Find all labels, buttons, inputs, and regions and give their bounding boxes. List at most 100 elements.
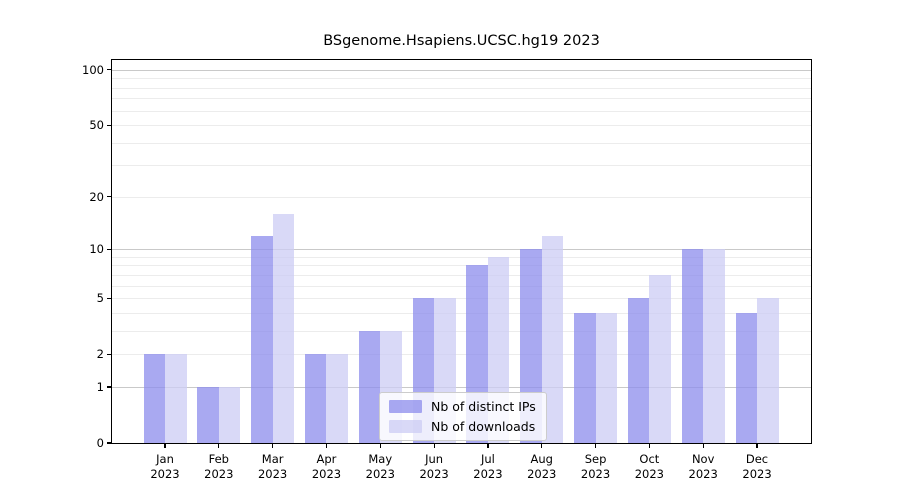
y-tick-label-2: 2 xyxy=(96,347,104,362)
gridline-major-1 xyxy=(112,386,811,388)
bar-distinct-ips-feb xyxy=(197,386,219,443)
bar-downloads-jan xyxy=(165,354,187,443)
y-tick-label-20: 20 xyxy=(89,189,104,204)
y-tick-mark-2 xyxy=(107,353,111,355)
x-tick-year-nov: 2023 xyxy=(688,467,718,481)
bar-distinct-ips-apr xyxy=(304,354,327,443)
x-tick-mark-jan xyxy=(164,444,166,448)
bar-downloads-aug xyxy=(541,235,564,443)
gridline-minor-5 xyxy=(112,298,811,300)
gridline-major-10 xyxy=(112,249,811,251)
grid-layer xyxy=(112,60,811,443)
x-tick-mark-may xyxy=(379,444,381,448)
y-tick-mark-50 xyxy=(107,124,111,126)
x-tick-month-sep: Sep xyxy=(584,452,607,466)
legend-label-downloads: Nb of downloads xyxy=(431,419,536,434)
x-tick-month-nov: Nov xyxy=(691,452,715,466)
x-tick-year-may: 2023 xyxy=(365,467,395,481)
gridline-minor-20 xyxy=(112,196,811,198)
x-tick-year-feb: 2023 xyxy=(204,467,234,481)
y-tick-mark-5 xyxy=(107,297,111,299)
bar-downloads-feb xyxy=(218,386,241,443)
gridline-minor-7 xyxy=(112,274,811,276)
x-tick-mark-mar xyxy=(272,444,274,448)
bar-distinct-ips-oct xyxy=(627,298,650,443)
bar-downloads-dec xyxy=(757,298,779,443)
x-tick-year-jul: 2023 xyxy=(473,467,503,481)
x-tick-label-aug: Aug 2023 xyxy=(512,452,572,482)
gridline-minor-6 xyxy=(112,285,811,287)
y-tick-label-1: 1 xyxy=(96,379,104,394)
x-tick-month-aug: Aug xyxy=(530,452,553,466)
bar-downloads-nov xyxy=(703,249,725,443)
gridline-minor-3 xyxy=(112,330,811,332)
y-tick-mark-0 xyxy=(107,442,111,444)
plot-area: Nb of distinct IPs Nb of downloads xyxy=(111,59,812,444)
gridline-minor-90 xyxy=(112,78,811,80)
gridline-minor-70 xyxy=(112,98,811,100)
gridline-major-100 xyxy=(112,69,811,71)
gridline-minor-30 xyxy=(112,165,811,167)
x-tick-month-dec: Dec xyxy=(745,452,769,466)
legend-label-distinct-ips: Nb of distinct IPs xyxy=(431,399,536,414)
y-tick-label-5: 5 xyxy=(96,291,104,306)
x-tick-mark-dec xyxy=(756,444,758,448)
x-tick-label-jul: Jul 2023 xyxy=(458,452,518,482)
x-tick-label-jan: Jan 2023 xyxy=(135,452,195,482)
x-tick-label-sep: Sep 2023 xyxy=(566,452,626,482)
x-tick-label-apr: Apr 2023 xyxy=(296,452,356,482)
x-tick-year-aug: 2023 xyxy=(527,467,557,481)
bar-downloads-sep xyxy=(595,312,618,443)
x-tick-mark-nov xyxy=(702,444,704,448)
bars-layer xyxy=(112,60,811,443)
x-tick-label-feb: Feb 2023 xyxy=(189,452,249,482)
x-tick-month-jul: Jul xyxy=(480,452,495,466)
y-tick-label-10: 10 xyxy=(89,242,104,257)
x-tick-mark-jul xyxy=(487,444,489,448)
x-tick-month-jan: Jan xyxy=(156,452,174,466)
x-tick-label-nov: Nov 2023 xyxy=(673,452,733,482)
y-tick-label-50: 50 xyxy=(89,118,104,133)
x-tick-label-jun: Jun 2023 xyxy=(404,452,464,482)
chart-title: BSgenome.Hsapiens.UCSC.hg19 2023 xyxy=(323,33,600,49)
x-tick-mark-aug xyxy=(541,444,543,448)
x-tick-year-mar: 2023 xyxy=(257,467,288,481)
x-tick-label-mar: Mar 2023 xyxy=(243,452,303,482)
x-tick-year-jan: 2023 xyxy=(150,467,180,481)
bar-distinct-ips-nov xyxy=(681,249,704,443)
gridline-minor-8 xyxy=(112,265,811,267)
gridline-minor-50 xyxy=(112,125,811,127)
gridline-minor-9 xyxy=(112,256,811,258)
legend: Nb of distinct IPs Nb of downloads xyxy=(379,392,547,441)
bar-distinct-ips-mar xyxy=(251,235,273,443)
x-tick-month-may: May xyxy=(368,452,393,466)
legend-item-downloads: Nb of downloads xyxy=(389,419,536,434)
bar-downloads-oct xyxy=(649,274,671,443)
y-tick-mark-20 xyxy=(107,196,111,198)
bar-distinct-ips-may xyxy=(358,330,381,443)
bar-distinct-ips-jan xyxy=(143,354,165,443)
x-tick-mark-feb xyxy=(218,444,220,448)
x-tick-mark-oct xyxy=(648,444,650,448)
x-tick-month-feb: Feb xyxy=(208,452,229,466)
bar-distinct-ips-sep xyxy=(574,312,596,443)
x-tick-year-sep: 2023 xyxy=(580,467,611,481)
x-tick-month-jun: Jun xyxy=(425,452,444,466)
x-tick-mark-apr xyxy=(325,444,328,448)
gridline-minor-4 xyxy=(112,312,811,314)
bar-downloads-mar xyxy=(272,213,295,443)
x-tick-mark-jun xyxy=(433,444,435,448)
x-tick-year-dec: 2023 xyxy=(742,467,772,481)
x-tick-label-dec: Dec 2023 xyxy=(727,452,787,482)
gridline-minor-2 xyxy=(112,354,811,356)
bar-distinct-ips-dec xyxy=(735,312,758,443)
y-tick-mark-100 xyxy=(107,69,111,71)
x-tick-year-jun: 2023 xyxy=(419,467,449,481)
gridline-minor-60 xyxy=(112,110,811,112)
legend-swatch-distinct-ips-icon xyxy=(389,400,422,413)
bar-downloads-apr xyxy=(326,354,348,443)
x-tick-year-oct: 2023 xyxy=(634,467,665,481)
x-tick-month-mar: Mar xyxy=(261,452,284,466)
y-tick-label-0: 0 xyxy=(96,436,104,450)
x-tick-mark-sep xyxy=(594,444,597,448)
